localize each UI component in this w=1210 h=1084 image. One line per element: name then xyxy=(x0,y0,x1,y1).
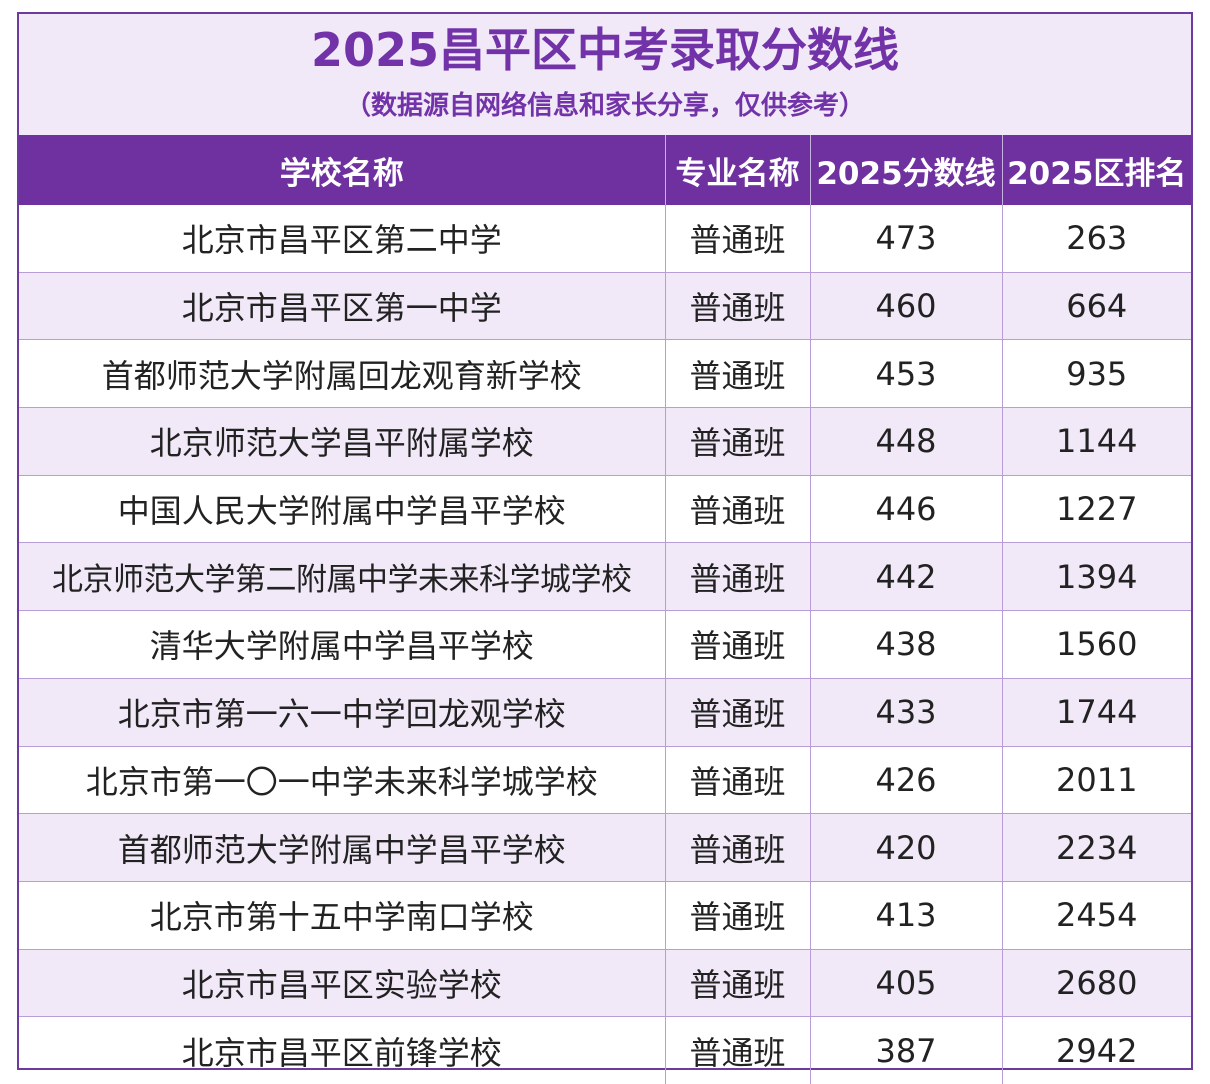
cell-major: 普通班 xyxy=(664,880,810,950)
table-header: 学校名称 专业名称 2025分数线 2025区排名 xyxy=(19,135,1191,205)
header-major: 专业名称 xyxy=(664,135,810,205)
cell-rank: 1394 xyxy=(1001,542,1191,611)
table-row: 北京市第一六一中学回龙观学校 普通班 433 1744 xyxy=(19,677,1191,746)
cell-rank: 1744 xyxy=(1001,677,1191,746)
cell-rank: 2454 xyxy=(1001,880,1191,950)
cell-rank: 664 xyxy=(1001,271,1191,340)
cell-score: 420 xyxy=(809,813,1002,882)
cell-score: 413 xyxy=(809,880,1002,950)
cell-major: 普通班 xyxy=(664,610,810,679)
cell-major: 普通班 xyxy=(664,813,810,882)
table-row: 首都师范大学附属回龙观育新学校 普通班 453 935 xyxy=(19,339,1191,408)
page-title: 2025昌平区中考录取分数线 xyxy=(310,23,900,77)
cell-score: 453 xyxy=(809,339,1002,408)
cell-major: 普通班 xyxy=(664,474,810,543)
table-row: 北京市昌平区实验学校 普通班 405 2680 xyxy=(19,948,1191,1017)
table-row: 北京市昌平区第一中学 普通班 460 664 xyxy=(19,271,1191,340)
cell-score: 460 xyxy=(809,271,1002,340)
header-score: 2025分数线 xyxy=(809,135,1002,205)
table-row: 北京师范大学第二附属中学未来科学城学校 普通班 442 1394 xyxy=(19,542,1191,611)
cell-school: 清华大学附属中学昌平学校 xyxy=(19,610,665,679)
cell-school: 北京市第一六一中学回龙观学校 xyxy=(19,677,665,746)
cell-rank: 1144 xyxy=(1001,407,1191,476)
cell-rank: 2234 xyxy=(1001,813,1191,882)
header-school: 学校名称 xyxy=(19,135,665,205)
table-row: 中国人民大学附属中学昌平学校 普通班 446 1227 xyxy=(19,474,1191,543)
cell-school: 北京市昌平区第二中学 xyxy=(181,221,502,260)
table-row: 北京市第一〇一中学未来科学城学校 普通班 426 2011 xyxy=(19,745,1191,814)
cell-rank: 263 xyxy=(1001,205,1191,273)
cell-major: 普通班 xyxy=(664,677,810,746)
cell-score: 433 xyxy=(809,677,1002,746)
cell-rank: 1227 xyxy=(1001,474,1191,543)
cell-major: 普通班 xyxy=(664,745,810,814)
cell-school: 北京师范大学昌平附属学校 xyxy=(19,407,665,476)
table-row: 北京师范大学昌平附属学校 普通班 448 1144 xyxy=(19,407,1191,476)
cell-major: 普通班 xyxy=(664,1016,810,1084)
cell-school: 北京市第一〇一中学未来科学城学校 xyxy=(19,745,665,814)
cell-score: 446 xyxy=(809,474,1002,543)
cell-school: 北京市第十五中学南口学校 xyxy=(19,880,665,950)
cell-rank: 935 xyxy=(1001,339,1191,408)
cell-rank: 2011 xyxy=(1001,745,1191,814)
cell-school: 中国人民大学附属中学昌平学校 xyxy=(19,474,665,543)
cell-rank: 1560 xyxy=(1001,610,1191,679)
table-body: 北京市昌平区第二中学 普通班 473 263 北京市昌平区第一中学 普通班 46… xyxy=(19,205,1191,1084)
table-row: 北京市昌平区前锋学校 普通班 387 2942 xyxy=(19,1016,1191,1084)
cell-major: 普通班 xyxy=(664,948,810,1017)
header-row: 学校名称 专业名称 2025分数线 2025区排名 xyxy=(19,135,1191,205)
score-table: 学校名称 专业名称 2025分数线 2025区排名 北京市昌平区第二中学 普通班… xyxy=(19,135,1191,1084)
cell-score: 438 xyxy=(809,610,1002,679)
cell-school: 北京市昌平区实验学校 xyxy=(19,948,665,1017)
table-row: 清华大学附属中学昌平学校 普通班 438 1560 xyxy=(19,610,1191,679)
cell-school: 北京师范大学第二附属中学未来科学城学校 xyxy=(19,542,665,611)
table-row: 首都师范大学附属中学昌平学校 普通班 420 2234 xyxy=(19,813,1191,882)
cell-school: 北京市昌平区前锋学校 xyxy=(19,1016,665,1084)
cell-score: 387 xyxy=(809,1016,1002,1084)
cell-score: 448 xyxy=(809,407,1002,476)
cell-major: 普通班 xyxy=(664,339,810,408)
cell-major: 普通班 xyxy=(664,205,810,273)
title-band: 2025昌平区中考录取分数线 （数据源自网络信息和家长分享，仅供参考） xyxy=(19,14,1191,135)
cell-school: 首都师范大学附属中学昌平学校 xyxy=(19,813,665,882)
cell-score: 405 xyxy=(809,948,1002,1017)
score-sheet: 2025昌平区中考录取分数线 （数据源自网络信息和家长分享，仅供参考） 学校名称… xyxy=(17,12,1193,1084)
page-subtitle: （数据源自网络信息和家长分享，仅供参考） xyxy=(344,91,865,121)
cell-major: 普通班 xyxy=(664,542,810,611)
cell-rank: 2680 xyxy=(1001,948,1191,1017)
header-rank: 2025区排名 xyxy=(1001,135,1191,205)
cell-rank: 2942 xyxy=(1001,1016,1191,1084)
cell-score: 442 xyxy=(809,542,1002,611)
cell-major: 普通班 xyxy=(664,407,810,476)
table-row: 北京市第十五中学南口学校 普通班 413 2454 xyxy=(19,880,1191,950)
cell-school: 北京市昌平区第一中学 xyxy=(19,271,665,340)
cell-school: 首都师范大学附属回龙观育新学校 xyxy=(19,339,665,408)
cell-score: 426 xyxy=(809,745,1002,814)
cell-major: 普通班 xyxy=(664,271,810,340)
cell-score: 473 xyxy=(809,205,1002,273)
table-row: 北京市昌平区第二中学 普通班 473 263 xyxy=(19,205,1191,273)
